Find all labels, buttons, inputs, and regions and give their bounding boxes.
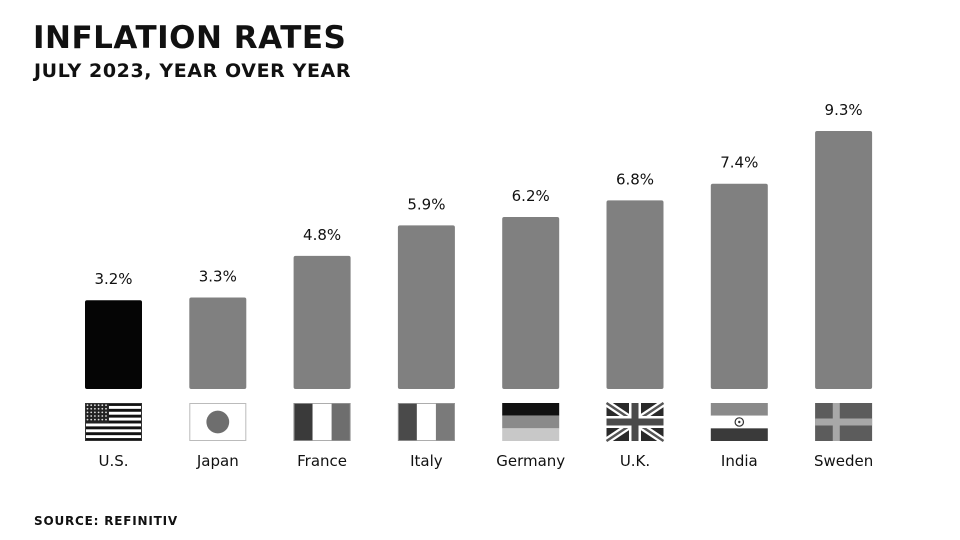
category-label-italy: Italy <box>410 452 443 470</box>
india-flag-icon <box>710 403 768 441</box>
category-label-japan: Japan <box>196 452 239 470</box>
bar-japan <box>189 297 247 389</box>
germany-flag-icon <box>502 403 560 441</box>
value-label-u-k: 6.8% <box>616 170 654 188</box>
category-label-u-s: U.S. <box>98 452 128 470</box>
value-label-japan: 3.3% <box>199 267 237 285</box>
bar-france <box>293 255 351 389</box>
bar-italy <box>397 225 455 389</box>
chart-title: INFLATION RATES <box>33 20 347 56</box>
value-label-sweden: 9.3% <box>825 101 863 119</box>
category-label-sweden: Sweden <box>814 452 873 470</box>
sweden-flag-icon <box>815 403 873 441</box>
france-flag-icon <box>293 403 351 441</box>
source-note: SOURCE: REFINITIV <box>34 514 178 528</box>
bar-germany <box>502 217 560 389</box>
category-label-india: India <box>721 452 758 470</box>
chart-subtitle: JULY 2023, YEAR OVER YEAR <box>34 60 352 82</box>
category-label-germany: Germany <box>496 452 565 470</box>
italy-flag-icon <box>397 403 455 441</box>
bar-india <box>710 183 768 389</box>
value-label-italy: 5.9% <box>407 195 445 213</box>
bar-u-s <box>85 300 142 389</box>
value-label-germany: 6.2% <box>512 187 550 205</box>
category-label-france: France <box>297 452 347 470</box>
us-flag-icon <box>85 403 142 441</box>
bar-sweden <box>815 131 873 389</box>
japan-flag-icon <box>189 403 247 441</box>
value-label-india: 7.4% <box>720 154 758 172</box>
category-label-u-k: U.K. <box>620 452 650 470</box>
value-label-u-s: 3.2% <box>94 270 132 288</box>
uk-flag-icon <box>604 400 666 444</box>
bar-u-k <box>606 200 664 389</box>
value-label-france: 4.8% <box>303 226 341 244</box>
